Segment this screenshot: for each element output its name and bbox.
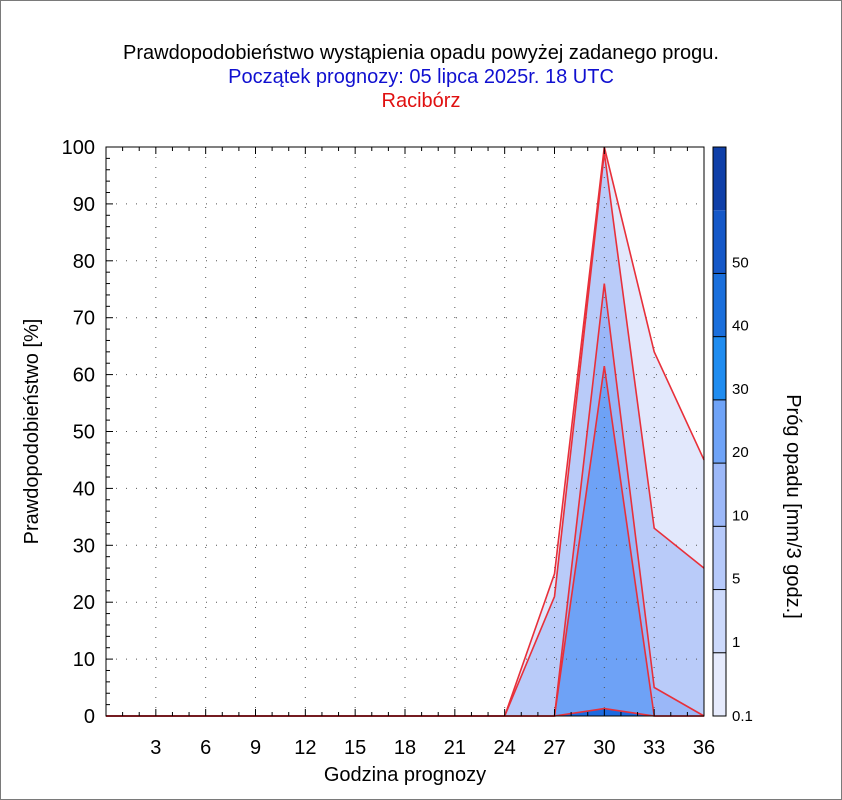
- x-axis-label: Godzina prognozy: [324, 764, 486, 786]
- location-label: Racibórz: [381, 90, 461, 112]
- x-tick-label: 9: [250, 737, 261, 759]
- x-tick-label: 6: [200, 737, 211, 759]
- y-tick-label: 80: [73, 251, 95, 273]
- x-tick-label: 36: [693, 737, 715, 759]
- colorbar-segment: [713, 589, 726, 653]
- y-axis-label: Prawdopodobieństwo [%]: [21, 319, 43, 545]
- x-tick-label: 27: [543, 737, 565, 759]
- colorbar-tick-label: 5: [732, 571, 740, 588]
- colorbar-tick-label: 0.1: [732, 708, 753, 725]
- y-tick-label: 100: [62, 137, 95, 159]
- colorbar-tick-label: 10: [732, 507, 749, 524]
- colorbar-tick-label: 50: [732, 254, 749, 271]
- colorbar-segment: [713, 210, 726, 274]
- colorbar-label: Próg opadu [mm/3 godz.]: [782, 394, 804, 619]
- colorbar-segment: [713, 463, 726, 527]
- colorbar-segment: [713, 652, 726, 716]
- y-tick-label: 60: [73, 365, 95, 387]
- x-tick-label: 18: [394, 737, 416, 759]
- x-tick-label: 12: [294, 737, 316, 759]
- y-tick-label: 40: [73, 478, 95, 500]
- y-tick-label: 20: [73, 592, 95, 614]
- area-threshold-10: [106, 366, 704, 716]
- y-tick-label: 70: [73, 308, 95, 330]
- colorbar-tick-label: 40: [732, 318, 749, 335]
- colorbar-segment: [713, 526, 726, 590]
- colorbar-tick-label: 20: [732, 444, 749, 461]
- colorbar-segment: [713, 336, 726, 400]
- forecast-start-subtitle: Początek prognozy: 05 lipca 2025r. 18 UT…: [228, 66, 614, 88]
- colorbar-segment: [713, 399, 726, 464]
- x-tick-label: 3: [150, 737, 161, 759]
- x-tick-label: 33: [643, 737, 665, 759]
- y-tick-label: 50: [73, 422, 95, 444]
- colorbar-tick-label: 1: [732, 634, 740, 651]
- colorbar-segment: [713, 273, 726, 337]
- chart-title: Prawdopodobieństwo wystąpienia opadu pow…: [123, 42, 719, 64]
- y-tick-label: 0: [84, 706, 95, 728]
- colorbar-segment: [713, 147, 726, 211]
- x-tick-label: 21: [444, 737, 466, 759]
- y-tick-label: 30: [73, 535, 95, 557]
- y-tick-label: 90: [73, 194, 95, 216]
- x-tick-label: 30: [593, 737, 615, 759]
- colorbar-tick-label: 30: [732, 381, 749, 398]
- x-tick-label: 15: [344, 737, 366, 759]
- x-tick-label: 24: [494, 737, 516, 759]
- colorbar-border: [712, 146, 727, 717]
- y-tick-label: 10: [73, 649, 95, 671]
